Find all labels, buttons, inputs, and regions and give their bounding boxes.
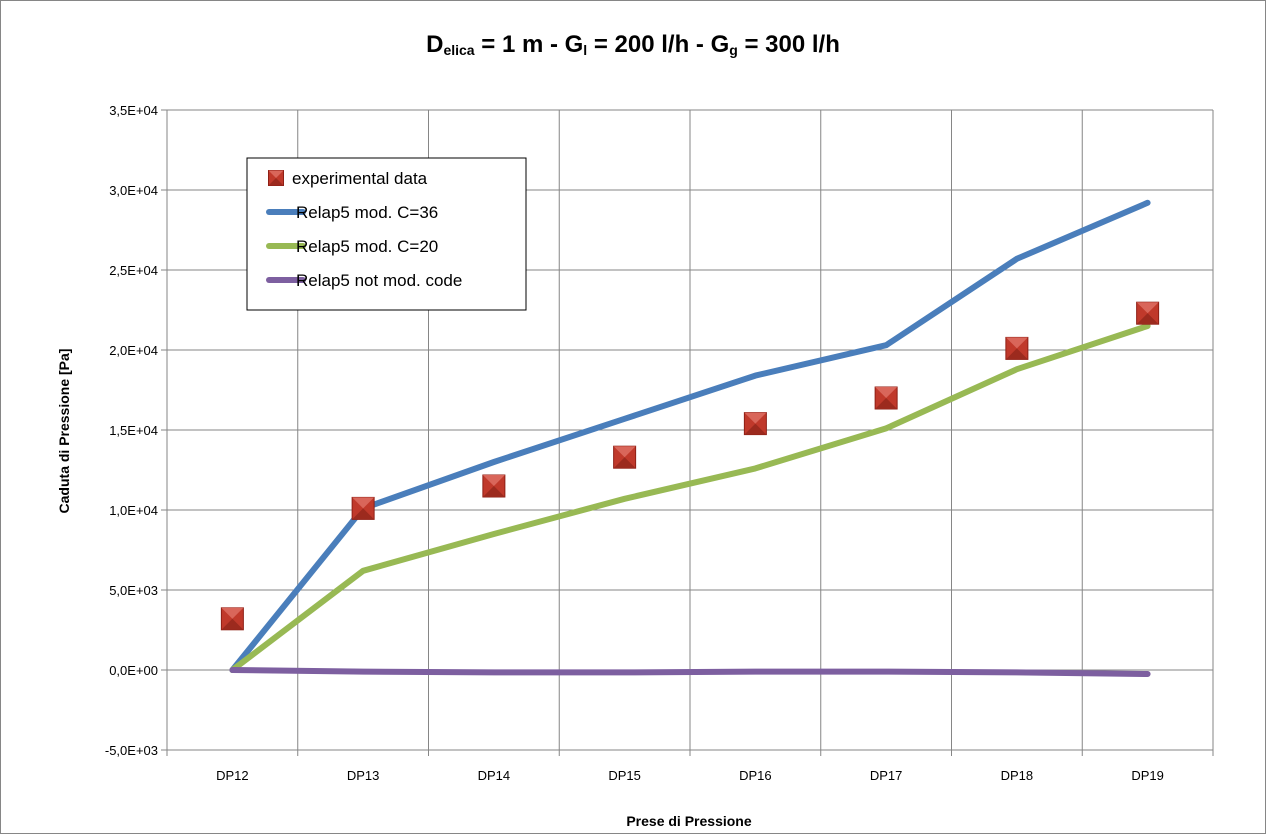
experimental-data-point	[1005, 336, 1029, 360]
y-tick-label: 0,0E+00	[109, 663, 158, 678]
x-tick-label: DP12	[216, 768, 249, 783]
chart-title-part: = 1 m - G	[475, 31, 584, 58]
legend-label: Relap5 mod. C=20	[296, 237, 438, 256]
legend-label: Relap5 not mod. code	[296, 271, 462, 290]
experimental-data-point	[743, 412, 767, 436]
x-axis-title: Prese di Pressione	[626, 813, 752, 829]
legend-label: Relap5 mod. C=36	[296, 203, 438, 222]
legend-swatch-0	[268, 170, 284, 186]
experimental-data-point	[874, 386, 898, 410]
experimental-data-point	[482, 474, 506, 498]
x-axis: DP12 DP13 DP14 DP15 DP16 DP17 DP18 DP19	[166, 749, 1214, 783]
y-tick-label: 5,0E+03	[109, 583, 158, 598]
legend: experimental data Relap5 mod. C=36 Relap5 …	[246, 157, 527, 311]
y-axis-title: Caduta di Pressione [Pa]	[56, 349, 72, 514]
y-tick-label: 2,0E+04	[109, 343, 158, 358]
x-tick-label: DP13	[347, 768, 380, 783]
chart-title-part: g	[729, 42, 738, 58]
x-tick-label: DP18	[1001, 768, 1034, 783]
y-tick-label: 3,5E+04	[109, 103, 158, 118]
y-tick-label: 2,5E+04	[109, 263, 158, 278]
series-line-3	[229, 667, 1151, 677]
x-tick-label: DP14	[478, 768, 511, 783]
x-tick-label: DP19	[1131, 768, 1164, 783]
series-lines	[229, 199, 1151, 677]
y-tick-label: 1,5E+04	[109, 423, 158, 438]
chart-title: Delica = 1 m - Gl = 200 l/h - Gg = 300 l…	[426, 31, 840, 58]
y-tick-label: 1,0E+04	[109, 503, 158, 518]
chart-title-part: D	[426, 31, 443, 58]
chart-title-part: l	[583, 42, 587, 58]
chart-title-part: = 200 l/h - G	[587, 31, 729, 58]
x-tick-label: DP15	[608, 768, 641, 783]
y-axis: -5,0E+03 0,0E+00 5,0E+03 1,0E+04 1,5E+04 2,0E…	[105, 103, 168, 758]
experimental-data-point	[1136, 301, 1160, 325]
series-line-2	[229, 323, 1151, 673]
chart-title-part: elica	[443, 42, 474, 58]
chart-title-part: = 300 l/h	[738, 31, 840, 58]
experimental-data-point	[613, 445, 637, 469]
legend-box	[246, 157, 527, 311]
legend-label: experimental data	[292, 169, 428, 188]
experimental-data-point	[220, 607, 244, 631]
x-tick-label: DP17	[870, 768, 903, 783]
series-markers	[220, 301, 1160, 631]
y-tick-label: -5,0E+03	[105, 743, 158, 758]
experimental-data-point	[351, 496, 375, 520]
x-tick-label: DP16	[739, 768, 772, 783]
series-line-1	[229, 199, 1151, 673]
y-tick-label: 3,0E+04	[109, 183, 158, 198]
